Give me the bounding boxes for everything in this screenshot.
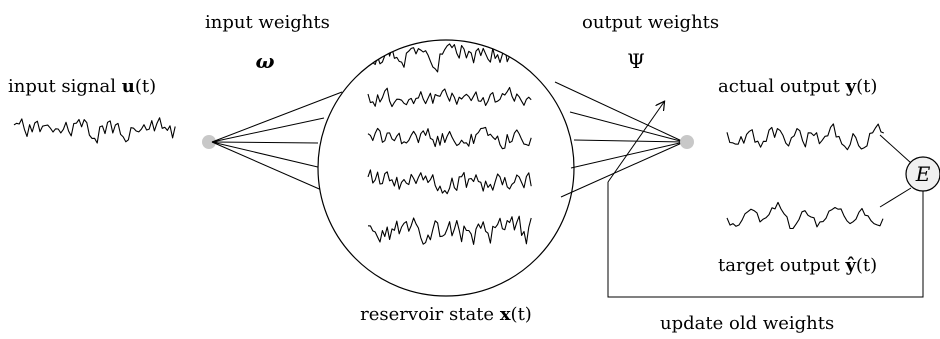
input-signal-label: input signal u(t): [8, 76, 156, 97]
input-signal-waveform: [13, 117, 176, 144]
reservoir-state-label: reservoir state x(t): [360, 304, 532, 325]
input-weight-connections: [211, 91, 343, 196]
input-weights-label: input weights: [205, 12, 330, 33]
output-node: [680, 135, 694, 149]
update-weights-arrow: [607, 102, 664, 183]
feedback-loop-line: [607, 182, 924, 298]
omega-symbol: ω: [255, 49, 274, 73]
actual-to-error-line: [879, 134, 912, 164]
psi-symbol: Ψ: [627, 49, 645, 73]
output-weight-line-1: [554, 81, 685, 143]
reservoir-waveform-3: [367, 126, 532, 150]
target-output-waveform: [726, 201, 884, 230]
input-weight-line-5: [211, 141, 334, 196]
input-weight-line-3: [211, 141, 319, 144]
update-weights-label: update old weights: [660, 313, 834, 334]
input-weight-line-4: [211, 141, 323, 169]
output-weight-line-2: [569, 111, 685, 143]
input-weight-line-2: [211, 117, 325, 143]
actual-output-waveform: [726, 123, 885, 151]
reservoir-waveform-5: [367, 215, 532, 245]
reservoir-state-waveforms: [367, 43, 532, 245]
output-weights-label: output weights: [582, 12, 719, 33]
input-weight-line-1: [211, 91, 343, 143]
reservoir-circle: [317, 39, 575, 297]
output-weight-connections: [554, 81, 685, 198]
reservoir-waveform-2: [367, 86, 532, 108]
target-output-label: target output ŷ(t): [718, 255, 877, 276]
output-weight-line-5: [560, 141, 685, 198]
input-node: [202, 135, 216, 149]
error-symbol: E: [915, 162, 931, 186]
actual-output-label: actual output y(t): [718, 76, 877, 97]
reservoir-waveform-4: [367, 169, 532, 195]
output-weight-line-3: [573, 139, 685, 143]
target-to-error-line: [879, 187, 912, 208]
